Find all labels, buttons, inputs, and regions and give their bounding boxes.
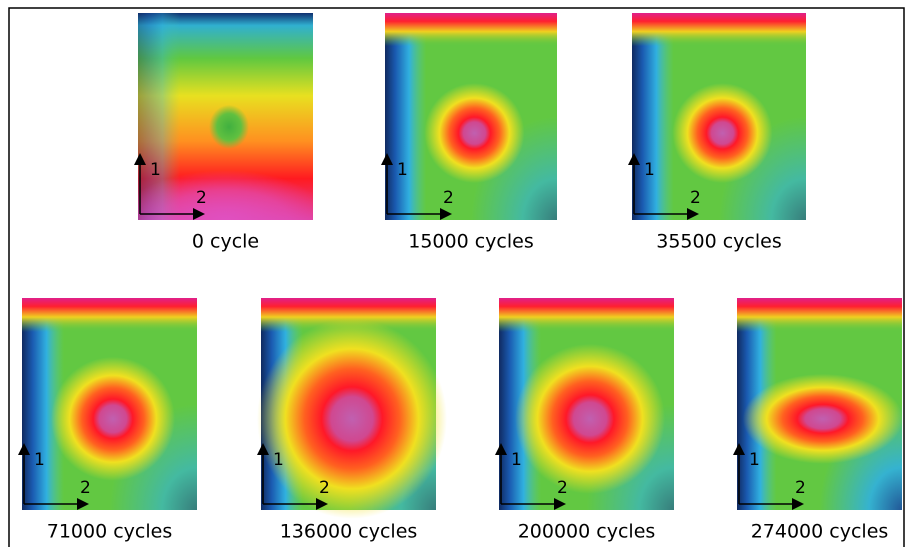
thermal-image (385, 13, 557, 220)
axis-label: 2 (690, 188, 701, 208)
axis-label: 2 (557, 478, 568, 498)
axis-label: 1 (397, 160, 408, 180)
axis-label: 1 (150, 160, 161, 180)
axis-label: 1 (34, 450, 45, 470)
caption: 0 cycle (192, 231, 259, 253)
thermal-image (138, 13, 313, 220)
hot-spot (424, 83, 525, 184)
axis-label: 2 (319, 478, 330, 498)
caption: 200000 cycles (518, 521, 656, 543)
axis-label: 2 (196, 188, 207, 208)
thermal-image (22, 298, 197, 510)
hot-spot (742, 373, 903, 464)
hot-spot (51, 356, 175, 481)
hot-spot (257, 318, 447, 519)
hot-spot (515, 343, 665, 494)
caption: 15000 cycles (408, 231, 534, 253)
axis-label: 2 (795, 478, 806, 498)
caption: 136000 cycles (280, 521, 418, 543)
axis-label: 1 (273, 450, 284, 470)
thermal-image (257, 298, 447, 519)
caption: 71000 cycles (47, 521, 173, 543)
axis-label: 1 (749, 450, 760, 470)
thermal-image (499, 298, 674, 510)
axis-label: 1 (511, 450, 522, 470)
axis-label: 1 (644, 160, 655, 180)
hot-spot (672, 83, 773, 184)
caption: 274000 cycles (751, 521, 889, 543)
axis-label: 2 (443, 188, 454, 208)
thermal-image (737, 298, 903, 510)
thermal-image (632, 13, 806, 220)
frame (8, 7, 905, 547)
heat-bottom (138, 137, 313, 220)
axis-label: 2 (80, 478, 91, 498)
caption: 35500 cycles (656, 231, 782, 253)
